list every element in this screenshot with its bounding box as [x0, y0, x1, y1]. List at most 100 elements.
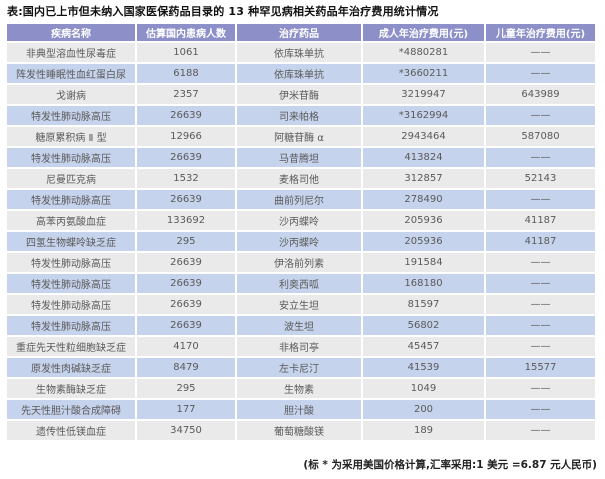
column-header: 估算国内患病人数 — [137, 24, 235, 41]
table-cell: 麦格司他 — [237, 169, 361, 188]
table-cell: 安立生坦 — [237, 295, 361, 314]
table-cell: 特发性肺动脉高压 — [7, 106, 135, 125]
table-cell: —— — [486, 295, 595, 314]
table-row: 高苯丙氨酸血症 133692 沙丙蝶呤 205936 41187 — [7, 211, 595, 230]
table-row: 戈谢病 2357 伊米苷酶 3219947 643989 — [7, 85, 595, 104]
table-cell: 15577 — [486, 358, 595, 377]
table-cell: 依库珠单抗 — [237, 43, 361, 62]
table-cell: 四氢生物蝶呤缺乏症 — [7, 232, 135, 251]
table-cell: —— — [486, 253, 595, 272]
table-cell: 非典型溶血性尿毒症 — [7, 43, 135, 62]
table-cell: 特发性肺动脉高压 — [7, 316, 135, 335]
table-cell: 278490 — [363, 190, 484, 209]
table-row: 阵发性睡眠性血红蛋白尿 6188 依库珠单抗 *3660211 —— — [7, 64, 595, 83]
table-cell: —— — [486, 148, 595, 167]
table-cell: 12966 — [137, 127, 235, 146]
table-cell: 特发性肺动脉高压 — [7, 274, 135, 293]
column-header: 儿童年治疗费用(元) — [486, 24, 595, 41]
table-cell: 295 — [137, 232, 235, 251]
table-row: 特发性肺动脉高压 26639 司来帕格 *3162994 —— — [7, 106, 595, 125]
table-cell: 41187 — [486, 211, 595, 230]
column-header: 疾病名称 — [7, 24, 135, 41]
table-cell: 特发性肺动脉高压 — [7, 253, 135, 272]
table-cell: 34750 — [137, 421, 235, 440]
table-cell: 伊米苷酶 — [237, 85, 361, 104]
table-cell: 26639 — [137, 253, 235, 272]
table-cell: 4170 — [137, 337, 235, 356]
table-cell: —— — [486, 274, 595, 293]
table-row: 特发性肺动脉高压 26639 利奥西呱 168180 —— — [7, 274, 595, 293]
table-row: 特发性肺动脉高压 26639 伊洛前列素 191584 —— — [7, 253, 595, 272]
table-title: 表:国内已上市但未纳入国家医保药品目录的 13 种罕见病相关药品年治疗费用统计情… — [7, 5, 439, 18]
table-header: 疾病名称 估算国内患病人数 治疗药品 成人年治疗费用(元) 儿童年治疗费用(元) — [7, 24, 595, 41]
table-cell: —— — [486, 379, 595, 398]
table-cell: 尼曼匹克病 — [7, 169, 135, 188]
table-cell: 26639 — [137, 106, 235, 125]
table-cell: 波生坦 — [237, 316, 361, 335]
table-cell: 26639 — [137, 148, 235, 167]
table-cell: 左卡尼汀 — [237, 358, 361, 377]
table-cell: 特发性肺动脉高压 — [7, 295, 135, 314]
table-cell: 200 — [363, 400, 484, 419]
table-cell: 司来帕格 — [237, 106, 361, 125]
table-cell: 伊洛前列素 — [237, 253, 361, 272]
table-cell: 葡萄糖酸镁 — [237, 421, 361, 440]
table-row: 特发性肺动脉高压 26639 波生坦 56802 —— — [7, 316, 595, 335]
table-cell: 56802 — [363, 316, 484, 335]
table-cell: —— — [486, 316, 595, 335]
table-cell: 26639 — [137, 190, 235, 209]
column-header: 治疗药品 — [237, 24, 361, 41]
column-header: 成人年治疗费用(元) — [363, 24, 484, 41]
table-cell: 非格司亭 — [237, 337, 361, 356]
table-row: 非典型溶血性尿毒症 1061 依库珠单抗 *4880281 —— — [7, 43, 595, 62]
table-row: 先天性胆汁酸合成障碍 177 胆汁酸 200 —— — [7, 400, 595, 419]
table-footnote: (标 * 为采用美国价格计算,汇率采用:1 美元 =6.87 元人民币) — [303, 459, 597, 471]
table-cell: 643989 — [486, 85, 595, 104]
table-cell: 8479 — [137, 358, 235, 377]
table-cell: 587080 — [486, 127, 595, 146]
table-cell: 沙丙蝶呤 — [237, 232, 361, 251]
table-cell: 曲前列尼尔 — [237, 190, 361, 209]
table-row: 生物素酶缺乏症 295 生物素 1049 —— — [7, 379, 595, 398]
table-cell: 177 — [137, 400, 235, 419]
table-cell: 26639 — [137, 295, 235, 314]
table-cell: 205936 — [363, 211, 484, 230]
table-cell: 1049 — [363, 379, 484, 398]
table-cell: 糖原累积病 Ⅱ 型 — [7, 127, 135, 146]
table-cell: 189 — [363, 421, 484, 440]
table-cell: 6188 — [137, 64, 235, 83]
table-cell: 戈谢病 — [7, 85, 135, 104]
table-cell: 2357 — [137, 85, 235, 104]
table-cell: *3162994 — [363, 106, 484, 125]
table-cell: 295 — [137, 379, 235, 398]
table-cell: —— — [486, 190, 595, 209]
table-cell: 利奥西呱 — [237, 274, 361, 293]
table-cell: —— — [486, 337, 595, 356]
table-body: 非典型溶血性尿毒症 1061 依库珠单抗 *4880281 —— 阵发性睡眠性血红蛋白尿 6… — [7, 43, 595, 440]
table-row: 原发性肉碱缺乏症 8479 左卡尼汀 41539 15577 — [7, 358, 595, 377]
table-cell: 依库珠单抗 — [237, 64, 361, 83]
table-row: 特发性肺动脉高压 26639 曲前列尼尔 278490 —— — [7, 190, 595, 209]
table-cell: 81597 — [363, 295, 484, 314]
table-cell: 阿糖苷酶 α — [237, 127, 361, 146]
table-cell: 2943464 — [363, 127, 484, 146]
table-cell: 52143 — [486, 169, 595, 188]
table-cell: 生物素 — [237, 379, 361, 398]
table-row: 四氢生物蝶呤缺乏症 295 沙丙蝶呤 205936 41187 — [7, 232, 595, 251]
table-cell: 45457 — [363, 337, 484, 356]
table-cell: 41187 — [486, 232, 595, 251]
table-cell: *3660211 — [363, 64, 484, 83]
table-row: 重症先天性粒细胞缺乏症 4170 非格司亭 45457 —— — [7, 337, 595, 356]
table-cell: 特发性肺动脉高压 — [7, 148, 135, 167]
rare-disease-drug-cost-table: 疾病名称 估算国内患病人数 治疗药品 成人年治疗费用(元) 儿童年治疗费用(元) 非典型… — [5, 22, 597, 442]
table-cell: 205936 — [363, 232, 484, 251]
table-cell: 沙丙蝶呤 — [237, 211, 361, 230]
table-cell: 191584 — [363, 253, 484, 272]
table-row: 特发性肺动脉高压 26639 安立生坦 81597 —— — [7, 295, 595, 314]
table-row: 糖原累积病 Ⅱ 型 12966 阿糖苷酶 α 2943464 587080 — [7, 127, 595, 146]
table-cell: 马昔腾坦 — [237, 148, 361, 167]
table-cell: 41539 — [363, 358, 484, 377]
table-cell: 阵发性睡眠性血红蛋白尿 — [7, 64, 135, 83]
table-cell: 重症先天性粒细胞缺乏症 — [7, 337, 135, 356]
